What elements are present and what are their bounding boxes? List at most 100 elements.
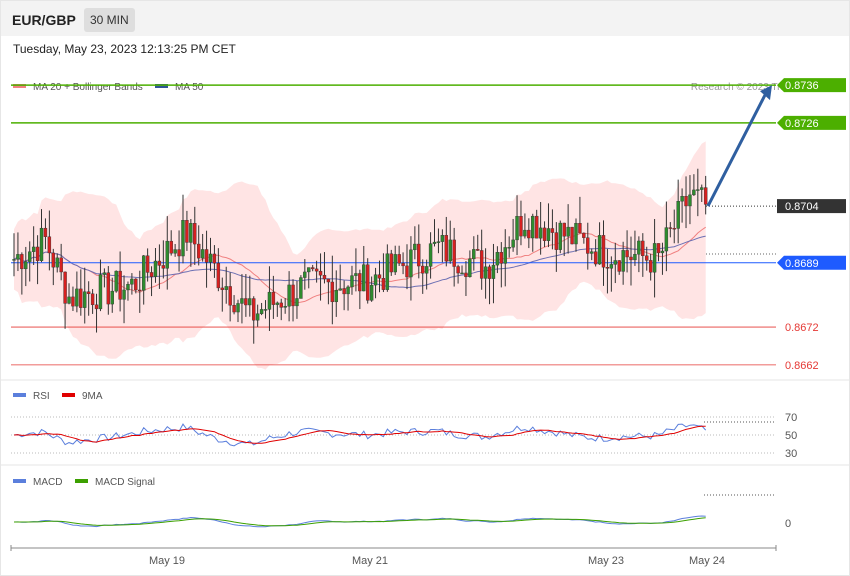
candle bbox=[515, 195, 519, 256]
candle-bear bbox=[703, 187, 708, 205]
candle-bear bbox=[59, 257, 63, 273]
candle bbox=[637, 236, 641, 273]
candle-bull bbox=[102, 272, 107, 275]
candles-layer bbox=[12, 168, 708, 344]
candle bbox=[67, 283, 71, 305]
candle bbox=[491, 243, 496, 304]
candle-bull bbox=[574, 223, 578, 245]
candle bbox=[90, 289, 95, 314]
candle-bull bbox=[350, 275, 354, 288]
candle-bull bbox=[28, 251, 32, 262]
candle-bull bbox=[287, 284, 291, 307]
candle-bull bbox=[511, 239, 515, 248]
candle-bear bbox=[389, 253, 393, 273]
candle bbox=[534, 209, 539, 239]
candle bbox=[483, 248, 488, 299]
candle-bear bbox=[157, 260, 162, 266]
candle bbox=[122, 275, 126, 324]
candle bbox=[149, 266, 154, 297]
candle bbox=[55, 253, 59, 273]
candle-bear bbox=[570, 226, 574, 245]
candle-bear bbox=[279, 302, 283, 308]
candle bbox=[664, 201, 669, 272]
support-label: 0.8662 bbox=[785, 360, 819, 372]
legend-swatch-ma20 bbox=[13, 84, 26, 88]
candle bbox=[189, 219, 193, 267]
candle-bull bbox=[307, 267, 311, 273]
candle bbox=[244, 274, 248, 317]
candle-bear bbox=[366, 264, 370, 301]
candle bbox=[318, 253, 323, 301]
candle bbox=[83, 267, 87, 324]
candle bbox=[295, 280, 299, 319]
candle-bear bbox=[645, 255, 649, 261]
candle-bull bbox=[299, 277, 303, 299]
candle bbox=[409, 236, 413, 301]
candle-bear bbox=[648, 260, 653, 273]
candle-bull bbox=[275, 302, 280, 305]
candle bbox=[397, 245, 401, 266]
candle-bear bbox=[342, 288, 346, 295]
candle bbox=[330, 255, 335, 325]
candle-bull bbox=[393, 254, 397, 273]
candle bbox=[157, 244, 162, 289]
candle bbox=[165, 216, 169, 290]
legend-swatch-9ma bbox=[62, 393, 75, 397]
candle-bear bbox=[79, 288, 83, 308]
candle-bull bbox=[208, 253, 213, 263]
candle bbox=[75, 271, 79, 313]
candle-bull bbox=[696, 189, 700, 191]
candle-bear bbox=[35, 246, 40, 261]
candle bbox=[456, 264, 460, 284]
candle bbox=[472, 236, 476, 271]
candle-bull bbox=[385, 253, 390, 290]
timeframe-badge[interactable]: 30 MIN bbox=[84, 8, 135, 32]
candle-bull bbox=[362, 264, 366, 292]
candle bbox=[271, 275, 276, 319]
legend-swatch-rsi bbox=[13, 393, 26, 397]
candle bbox=[12, 233, 16, 277]
candle-bear bbox=[377, 274, 382, 279]
candle-bull bbox=[67, 296, 71, 304]
candle bbox=[574, 218, 578, 252]
candle bbox=[287, 271, 291, 322]
candle bbox=[322, 252, 327, 284]
candle-bear bbox=[193, 223, 197, 245]
candle-bull bbox=[75, 288, 79, 307]
candle bbox=[232, 295, 236, 315]
candle bbox=[609, 256, 614, 292]
candle-bear bbox=[421, 265, 425, 274]
legend-ma20: MA 20 + Bollinger Bands bbox=[33, 82, 143, 93]
candle bbox=[216, 248, 221, 292]
candle bbox=[621, 241, 625, 285]
candle-bull bbox=[255, 313, 260, 321]
candle bbox=[138, 270, 142, 313]
candle-bear bbox=[314, 268, 319, 272]
candle-bull bbox=[472, 249, 476, 260]
candle bbox=[440, 229, 445, 263]
macd-tick-0: 0 bbox=[785, 518, 791, 530]
candle-bear bbox=[310, 267, 315, 270]
resistance-tag bbox=[777, 115, 846, 130]
candle bbox=[605, 248, 610, 294]
candle bbox=[145, 248, 150, 282]
candle bbox=[24, 246, 28, 287]
candle-bear bbox=[216, 262, 221, 289]
candle bbox=[613, 242, 617, 284]
candle bbox=[542, 221, 547, 248]
support-label: 0.8672 bbox=[785, 322, 819, 334]
candle bbox=[369, 276, 374, 302]
candle-bull bbox=[515, 216, 519, 241]
candle bbox=[385, 244, 390, 292]
candle-bear bbox=[63, 271, 67, 304]
last-price-label: 0.8704 bbox=[785, 201, 819, 213]
candle-bull bbox=[700, 187, 704, 190]
candle-bear bbox=[326, 278, 331, 283]
candle-bull bbox=[503, 247, 507, 264]
pivot-tag bbox=[777, 255, 846, 270]
candle bbox=[200, 233, 205, 262]
candle bbox=[495, 246, 500, 274]
candle bbox=[692, 174, 696, 196]
candle bbox=[31, 226, 36, 266]
candle bbox=[652, 218, 657, 298]
